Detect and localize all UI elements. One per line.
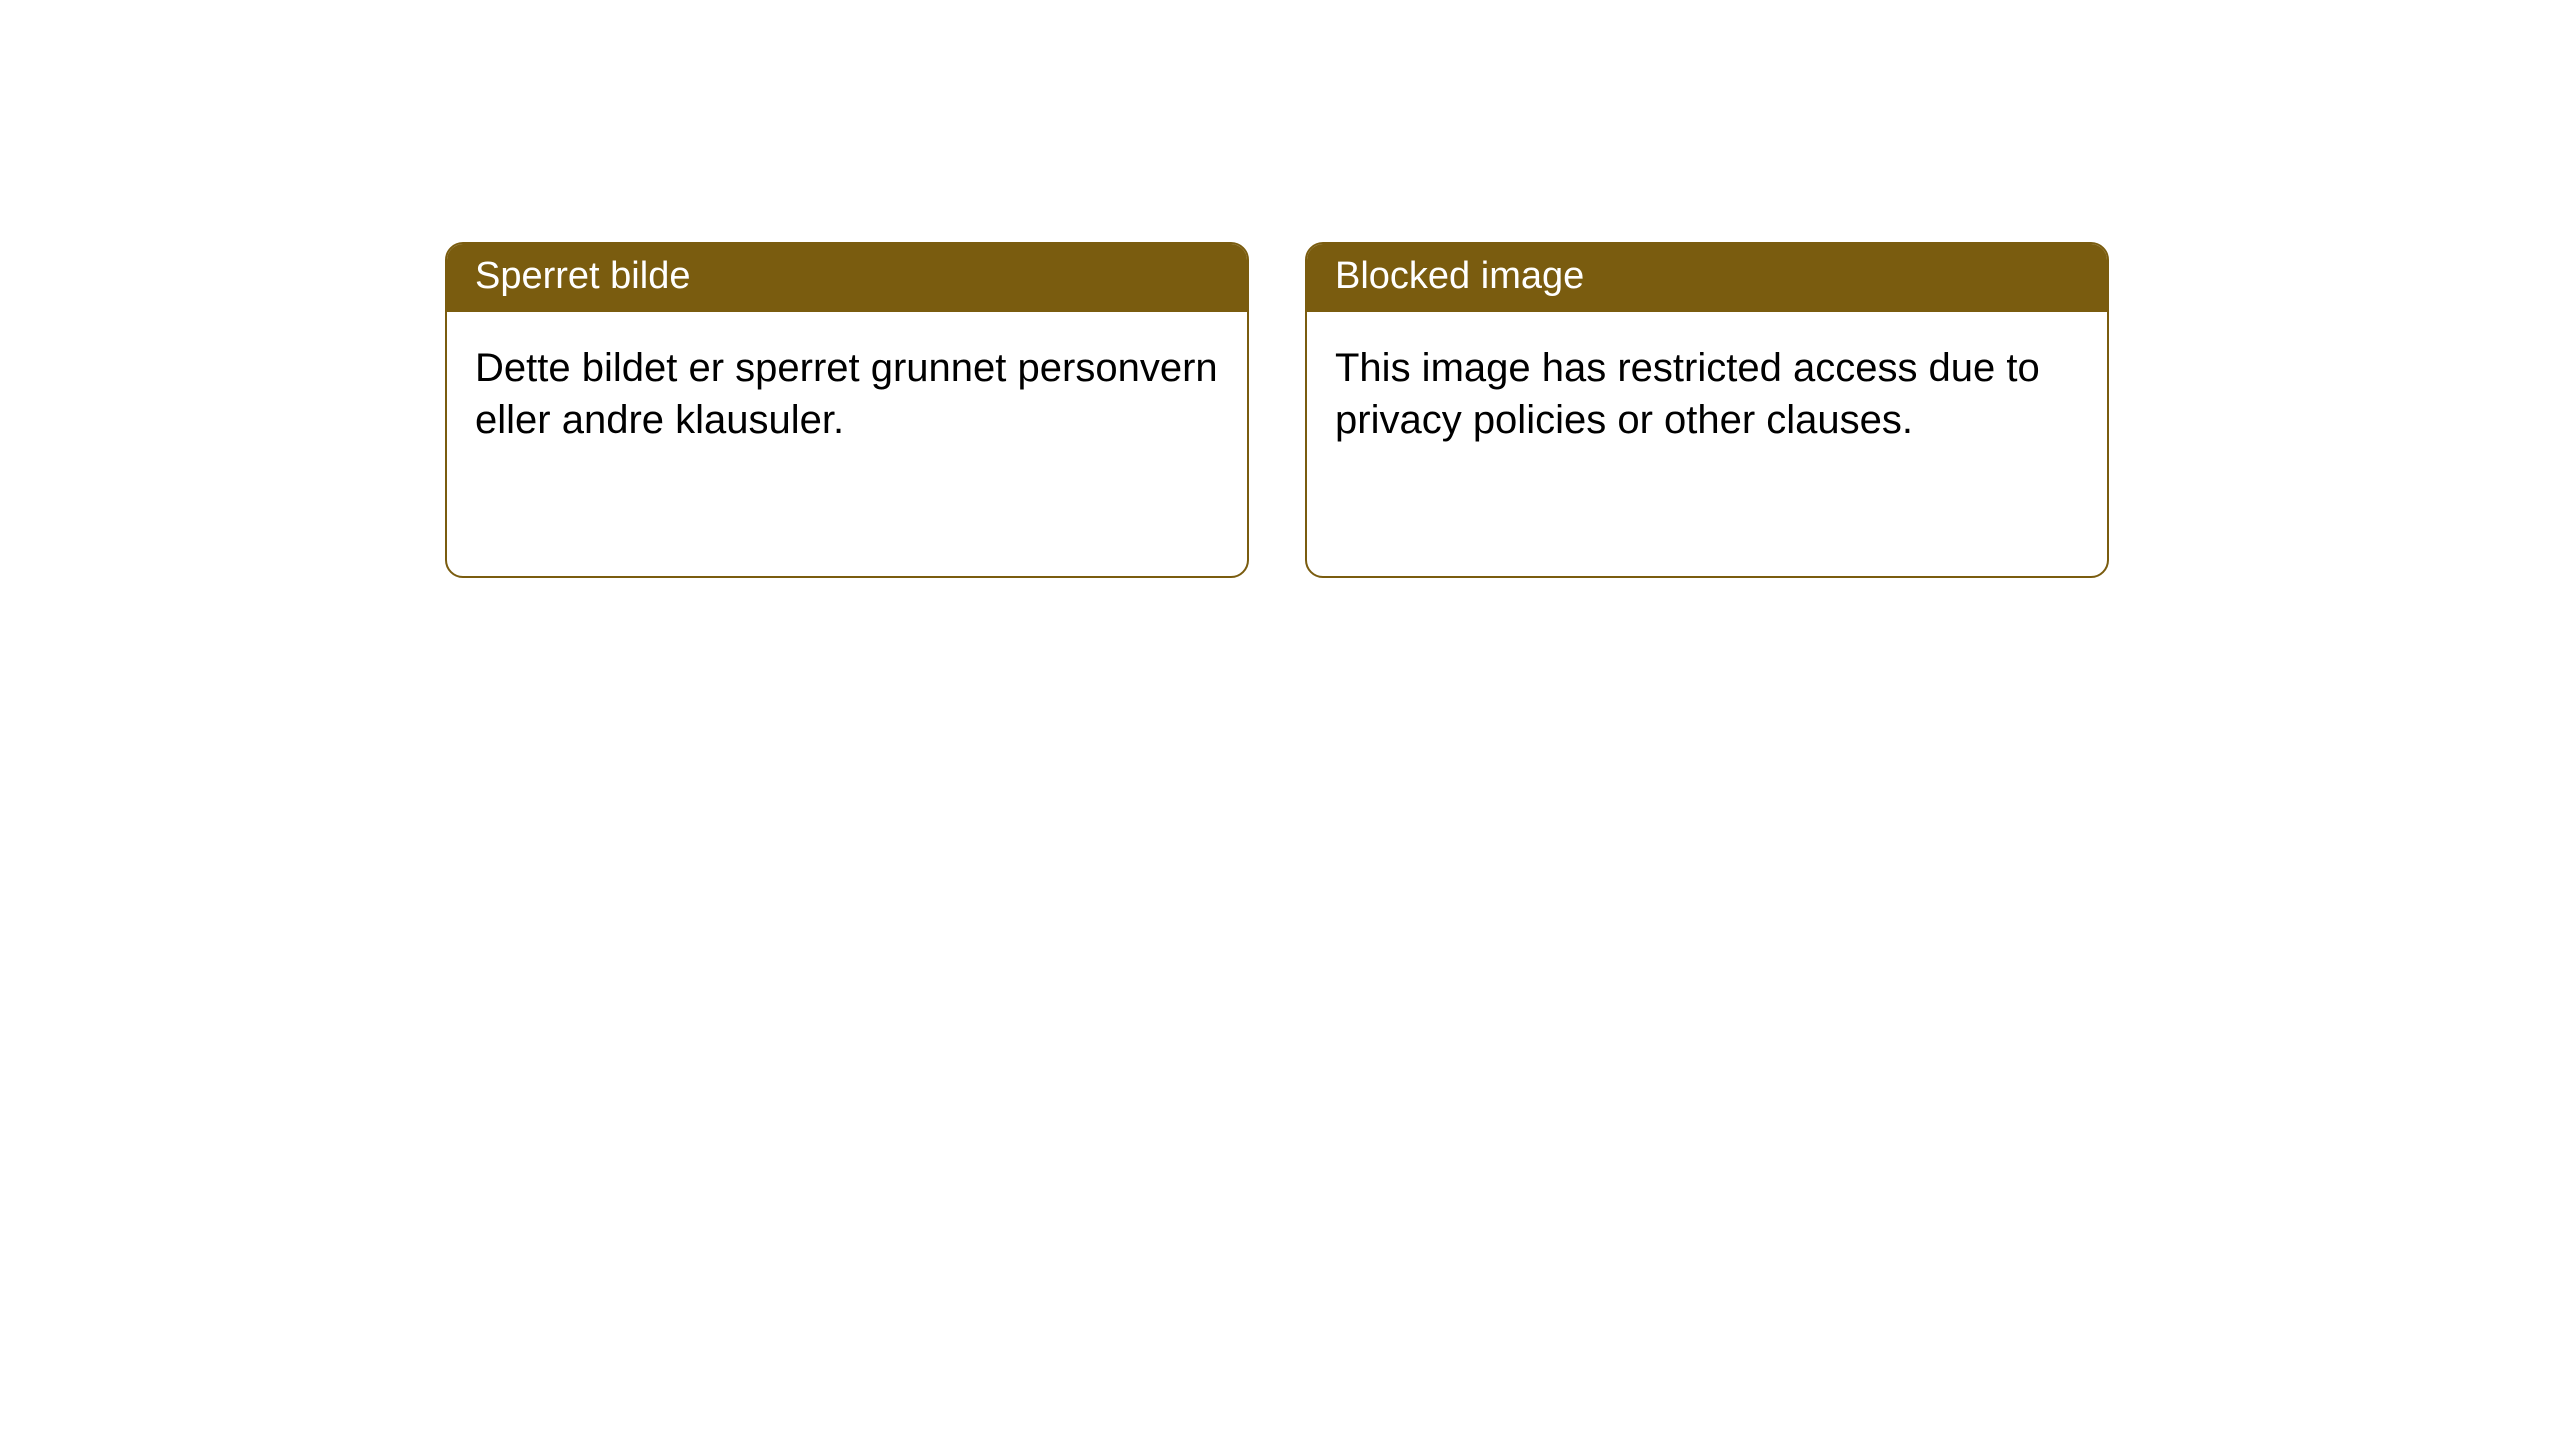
card-header-text: Sperret bilde [475, 255, 690, 297]
card-header: Sperret bilde [447, 244, 1247, 312]
card-header-text: Blocked image [1335, 255, 1584, 297]
card-body-text: Dette bildet er sperret grunnet personve… [475, 346, 1218, 442]
card-body-text: This image has restricted access due to … [1335, 346, 2040, 442]
notice-card-english: Blocked image This image has restricted … [1305, 242, 2109, 578]
card-header: Blocked image [1307, 244, 2107, 312]
notice-container: Sperret bilde Dette bildet er sperret gr… [0, 0, 2560, 578]
card-body: This image has restricted access due to … [1307, 312, 2107, 476]
card-body: Dette bildet er sperret grunnet personve… [447, 312, 1247, 476]
notice-card-norwegian: Sperret bilde Dette bildet er sperret gr… [445, 242, 1249, 578]
